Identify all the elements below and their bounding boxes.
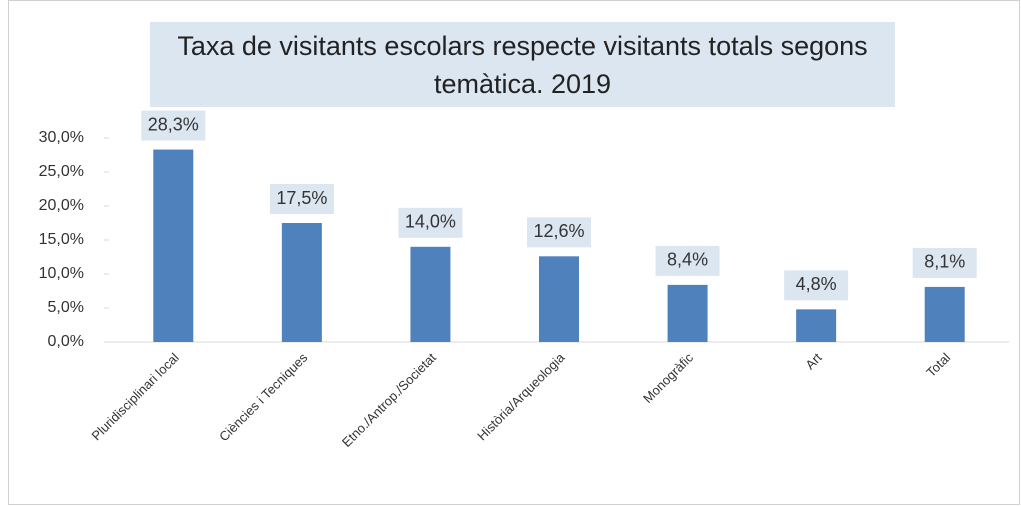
y-tick-label: 25,0% xyxy=(39,163,84,180)
frame xyxy=(8,0,1020,505)
value-label-box xyxy=(398,207,463,238)
x-tick-label: Història/Arqueologia xyxy=(474,349,568,443)
value-label: 17,5% xyxy=(276,188,327,208)
x-tick-label: Etno./Antrop./Societat xyxy=(339,350,439,450)
bar xyxy=(667,284,708,342)
x-tick-label: Monogràfic xyxy=(640,350,696,406)
y-tick-label: 20,0% xyxy=(39,197,84,214)
y-tick-label: 5,0% xyxy=(48,299,84,316)
bar xyxy=(796,309,837,342)
y-tick-label: 15,0% xyxy=(39,231,84,248)
value-label-box xyxy=(912,247,977,278)
value-label-box xyxy=(141,110,206,141)
value-label: 12,6% xyxy=(533,221,584,241)
bar xyxy=(153,149,194,342)
value-label-box xyxy=(527,217,591,248)
bar xyxy=(410,246,451,342)
chart-title: Taxa de visitants escolars respecte visi… xyxy=(150,22,895,107)
bar xyxy=(539,256,579,342)
x-tick-label: Pluridisciplinari local xyxy=(88,350,181,443)
value-label: 28,3% xyxy=(148,114,199,134)
bar xyxy=(924,286,965,342)
value-label: 4,8% xyxy=(796,274,837,294)
x-tick-label: Ciències i Tecniques xyxy=(216,350,311,445)
y-tick-label: 10,0% xyxy=(39,265,84,282)
value-label-box xyxy=(784,270,849,301)
x-tick-label: Art xyxy=(802,350,825,373)
value-label: 8,4% xyxy=(667,250,708,270)
value-label-box xyxy=(269,184,334,214)
value-label: 14,0% xyxy=(405,212,456,232)
bar xyxy=(281,223,322,342)
value-label-box xyxy=(655,245,720,276)
y-tick-label: 30,0% xyxy=(39,129,84,146)
value-label: 8,1% xyxy=(924,252,965,272)
x-tick-label: Total xyxy=(923,350,953,380)
y-tick-label: 0,0% xyxy=(48,333,84,350)
